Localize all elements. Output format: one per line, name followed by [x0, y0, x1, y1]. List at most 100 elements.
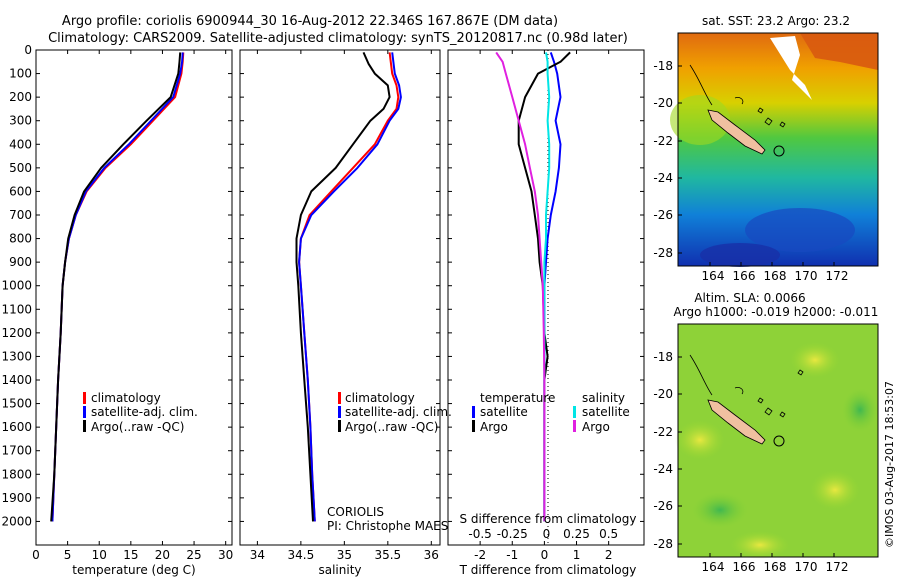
- temperature-panel: 0100200300400500600700800900100011001200…: [1, 43, 233, 577]
- x-tick-label: -2: [474, 548, 486, 562]
- difference-xlabel-t: T difference from climatology: [459, 563, 637, 577]
- legend-swatch-s-satellite: [573, 406, 576, 418]
- depth-tick-label: 1200: [1, 326, 32, 340]
- sla-low-1: [692, 492, 748, 528]
- sst-warm-patch: [670, 95, 730, 145]
- sst-map-ticks: 164 166 168 170 172 -18 -20 -22 -24 -26 -28: [653, 59, 848, 283]
- figure-title-line2: Climatology: CARS2009. Satellite-adjuste…: [48, 31, 628, 46]
- x-tick-label: 2: [605, 548, 613, 562]
- temperature-legend: climatology satellite-adj. clim. Argo(..…: [83, 391, 198, 434]
- annotation-institution: CORIOLIS: [327, 505, 384, 519]
- series-line-climatology: [298, 52, 400, 522]
- difference-legend: temperature salinity satellite Argo sate…: [472, 391, 630, 434]
- legend-label-s-argo: Argo: [582, 420, 610, 434]
- series-line-salinity-argo: [495, 51, 546, 522]
- salinity-legend: climatology satellite-adj. clim. Argo(..…: [338, 391, 452, 434]
- legend-label-t-satellite: satellite: [480, 405, 528, 419]
- difference-xlabel-s: S difference from climatology: [460, 512, 637, 526]
- series-line-climatology: [51, 52, 185, 522]
- difference-profiles: [495, 51, 571, 522]
- sla-map-title-line1: Altim. SLA: 0.0066: [694, 291, 805, 305]
- legend-swatch-climatology: [83, 392, 86, 404]
- sst-cool-patch: [745, 208, 855, 252]
- legend-label-argo: Argo(..raw -QC): [91, 420, 184, 434]
- sst-map-frame: [677, 32, 879, 267]
- s-tick-label: 0.25: [563, 527, 590, 541]
- legend-title-temperature: temperature: [480, 391, 555, 405]
- depth-tick-label: 2000: [1, 514, 32, 528]
- depth-tick-label: 1000: [1, 279, 32, 293]
- depth-tick-label: 400: [9, 137, 32, 151]
- depth-tick-label: 1900: [1, 491, 32, 505]
- sla-high-1: [675, 420, 725, 460]
- sla-high-3: [730, 531, 790, 559]
- map-y-tick-label: -22: [653, 425, 673, 439]
- legend-title-salinity: salinity: [582, 391, 625, 405]
- depth-tick-label: 1800: [1, 467, 32, 481]
- difference-tick-labels: -2 -1 0 1 2 -0.5 -0.25 0 0.25 0.5: [448, 49, 644, 562]
- x-tick-label: 35.5: [374, 548, 401, 562]
- sst-map-title: sat. SST: 23.2 Argo: 23.2: [702, 14, 850, 28]
- s-tick-label: -0.5: [468, 527, 491, 541]
- depth-tick-label: 1600: [1, 420, 32, 434]
- x-tick-label: 0: [32, 548, 40, 562]
- legend-swatch-argo: [338, 420, 341, 432]
- s-tick-label: 0: [543, 527, 551, 541]
- series-line-satellite-adj-clim-: [51, 52, 184, 522]
- temperature-axes-frame: [35, 49, 233, 546]
- series-line-salinity-satellite: [543, 52, 551, 522]
- sla-coastline: [689, 354, 804, 418]
- depth-tick-label: 200: [9, 90, 32, 104]
- legend-swatch-argo: [83, 420, 86, 432]
- map-y-tick-label: -18: [653, 59, 673, 73]
- depth-tick-labels: 0 100 200 300 400 500 600 700 800 900 1000 1100 1200…: [1, 43, 32, 528]
- difference-axes-frame: [447, 49, 645, 546]
- x-tick-label: 20: [155, 548, 170, 562]
- sst-deep-patch: [700, 243, 780, 267]
- map-y-tick-label: -26: [653, 208, 673, 222]
- depth-tick-label: 900: [9, 255, 32, 269]
- map-x-tick-label: 172: [826, 269, 849, 283]
- depth-tick-label: 0: [24, 43, 32, 57]
- temperature-profiles: [50, 52, 185, 522]
- figure-title-line1: Argo profile: coriolis 6900944_30 16-Aug…: [62, 14, 558, 29]
- depth-tick-label: 1500: [1, 397, 32, 411]
- map-y-tick-label: -28: [653, 537, 673, 551]
- sla-map-ticks: 164 166 168 170 172 -18 -20 -22 -24 -26 -28: [653, 350, 848, 574]
- map-y-tick-label: -28: [653, 246, 673, 260]
- series-line-temperature-satellite: [543, 52, 562, 522]
- map-y-tick-label: -20: [653, 387, 673, 401]
- x-tick-label: 10: [92, 548, 107, 562]
- sst-map: sat. SST: 23.2 Argo: 23.2 164 166 168 170 17…: [653, 14, 879, 283]
- salinity-profiles: [295, 51, 402, 522]
- legend-label-s-satellite: satellite: [582, 405, 630, 419]
- map-y-tick-label: -26: [653, 499, 673, 513]
- s-tick-label: 0.5: [599, 527, 618, 541]
- series-line-temperature-argo: [517, 51, 571, 522]
- depth-tick-label: 800: [9, 232, 32, 246]
- x-tick-label: 30: [218, 548, 233, 562]
- legend-label-argo: Argo(..raw -QC): [345, 420, 438, 434]
- depth-tick-label: 1300: [1, 349, 32, 363]
- sla-high-4: [790, 342, 840, 378]
- legend-label-climatology: climatology: [345, 391, 415, 405]
- x-tick-label: 1: [573, 548, 581, 562]
- legend-swatch-t-argo: [472, 420, 475, 432]
- map-y-tick-label: -20: [653, 96, 673, 110]
- x-tick-label: 34.5: [288, 548, 315, 562]
- sla-map-frame: [677, 323, 879, 558]
- series-line-argo-raw-qc-: [295, 51, 391, 522]
- legend-swatch-satellite: [83, 406, 86, 418]
- difference-panel: -2 -1 0 1 2 -0.5 -0.25 0 0.25 0.5 S difference fr…: [447, 49, 645, 577]
- x-tick-label: 15: [123, 548, 138, 562]
- legend-swatch-s-argo: [573, 420, 576, 432]
- map-y-tick-label: -18: [653, 350, 673, 364]
- argo-float-position-sst: [773, 145, 785, 157]
- depth-tick-label: 600: [9, 184, 32, 198]
- s-tick-label: -0.25: [497, 527, 528, 541]
- sla-map: Altim. SLA: 0.0066 Argo h1000: -0.019 h2…: [653, 291, 879, 574]
- map-x-tick-label: 166: [733, 269, 756, 283]
- map-x-tick-label: 170: [795, 560, 818, 574]
- salinity-xlabel: salinity: [318, 563, 361, 577]
